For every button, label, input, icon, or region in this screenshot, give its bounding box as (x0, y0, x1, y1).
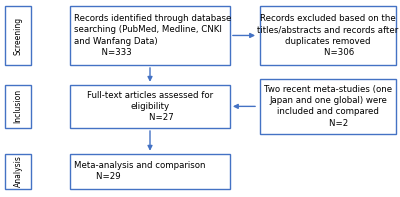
Text: Meta-analysis and comparison
        N=29: Meta-analysis and comparison N=29 (74, 161, 206, 181)
Text: Records excluded based on the
titles/abstracts and records after
duplicates remo: Records excluded based on the titles/abs… (257, 14, 399, 57)
Text: Analysis: Analysis (14, 155, 22, 187)
Text: Full-text articles assessed for
eligibility
        N=27: Full-text articles assessed for eligibil… (87, 91, 213, 122)
FancyBboxPatch shape (70, 85, 230, 128)
Text: Records identified through database
searching (PubMed, Medline, CNKI
and Wanfang: Records identified through database sear… (74, 14, 231, 57)
Text: Inclusion: Inclusion (14, 89, 22, 124)
FancyBboxPatch shape (5, 154, 31, 189)
FancyBboxPatch shape (70, 154, 230, 189)
FancyBboxPatch shape (5, 85, 31, 128)
Text: Screening: Screening (14, 16, 22, 55)
FancyBboxPatch shape (260, 79, 396, 134)
Text: Two recent meta-studies (one
Japan and one global) were
included and compared
  : Two recent meta-studies (one Japan and o… (264, 85, 392, 127)
FancyBboxPatch shape (70, 6, 230, 65)
FancyBboxPatch shape (260, 6, 396, 65)
FancyBboxPatch shape (5, 6, 31, 65)
